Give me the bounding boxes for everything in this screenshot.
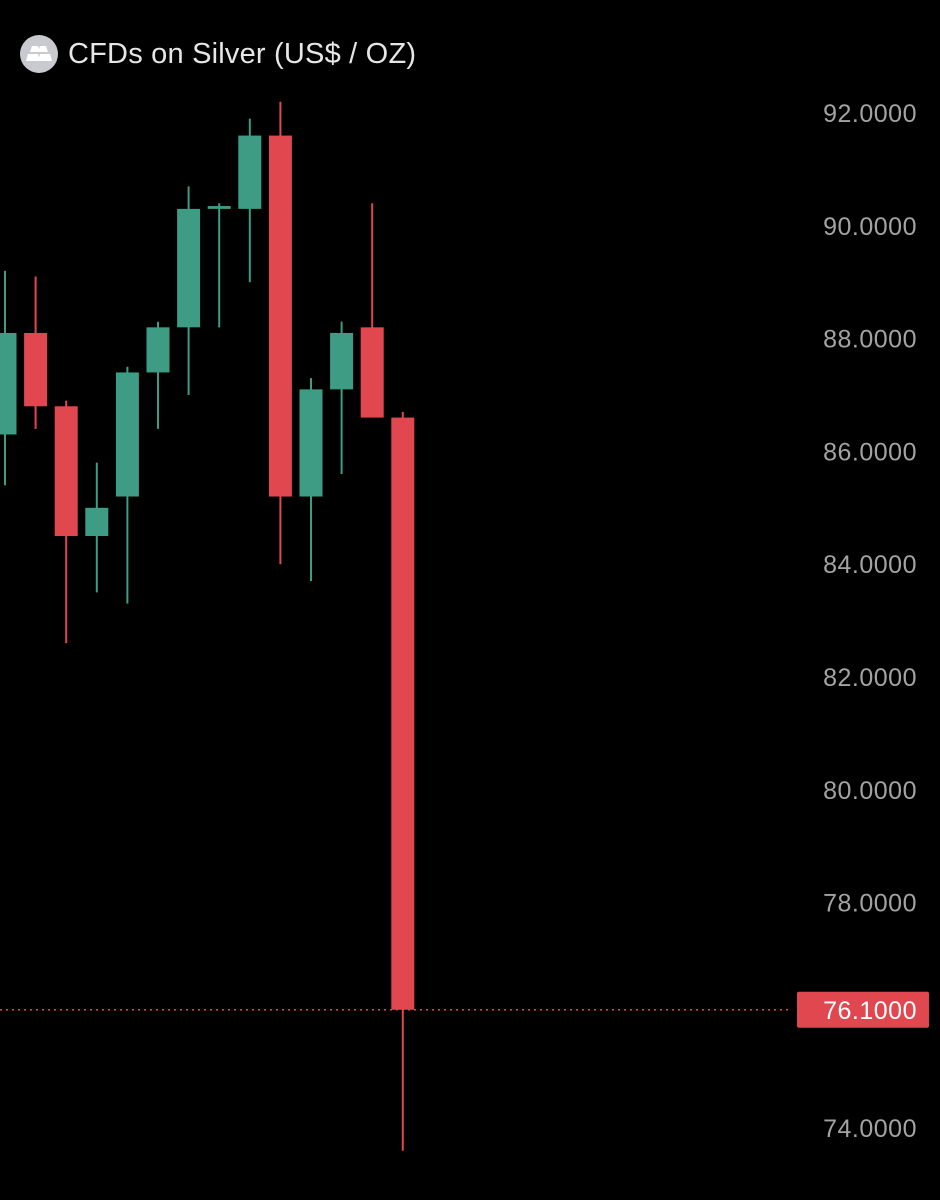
candle[interactable] [115,366,139,604]
candle-body [330,332,354,390]
candle-body [24,332,48,407]
current-price-label: 76.1000 [797,991,929,1028]
candle-body [115,372,139,497]
y-tick-label: 90.0000 [823,213,917,241]
candle-body [146,327,170,373]
candle[interactable] [0,270,17,486]
candle[interactable] [146,321,170,429]
candles-layer [0,101,790,1151]
candle-body [391,417,415,1010]
candle[interactable] [391,411,415,1151]
chart-header: CFDs on Silver (US$ / OZ) [20,30,416,78]
y-tick-label: 88.0000 [823,326,917,354]
candle-body [360,327,384,418]
candle-body [85,507,109,536]
candle[interactable] [268,101,292,565]
current-price-label-bg [797,991,929,1028]
y-tick-label: 78.0000 [823,890,917,918]
y-tick-label: 86.0000 [823,438,917,466]
silver-bars-icon[interactable] [20,35,58,73]
y-tick-label: 82.0000 [823,664,917,692]
candle-body [177,208,201,328]
y-tick-label: 80.0000 [823,777,917,805]
candle[interactable] [330,321,354,474]
candle-body [299,389,323,497]
candle[interactable] [360,203,384,418]
candle[interactable] [24,276,48,429]
y-tick-label: 92.0000 [823,100,917,128]
candle-body [54,406,78,536]
candle-body [0,332,17,435]
current-price-label-text: 76.1000 [823,997,917,1025]
candle[interactable] [177,186,201,395]
candle[interactable] [85,462,109,593]
candle[interactable] [299,378,323,582]
price-axis: 92.0000 90.0000 88.0000 86.0000 84.0000 82.00… [797,100,929,1143]
candle[interactable] [238,118,262,283]
candle-body [238,135,262,209]
candle-body [268,135,292,497]
candle-body [207,206,231,209]
candle[interactable] [207,203,231,328]
candle[interactable] [54,400,78,644]
chart-title[interactable]: CFDs on Silver (US$ / OZ) [68,37,417,70]
y-tick-label: 84.0000 [823,551,917,579]
y-tick-label: 74.0000 [823,1115,917,1143]
